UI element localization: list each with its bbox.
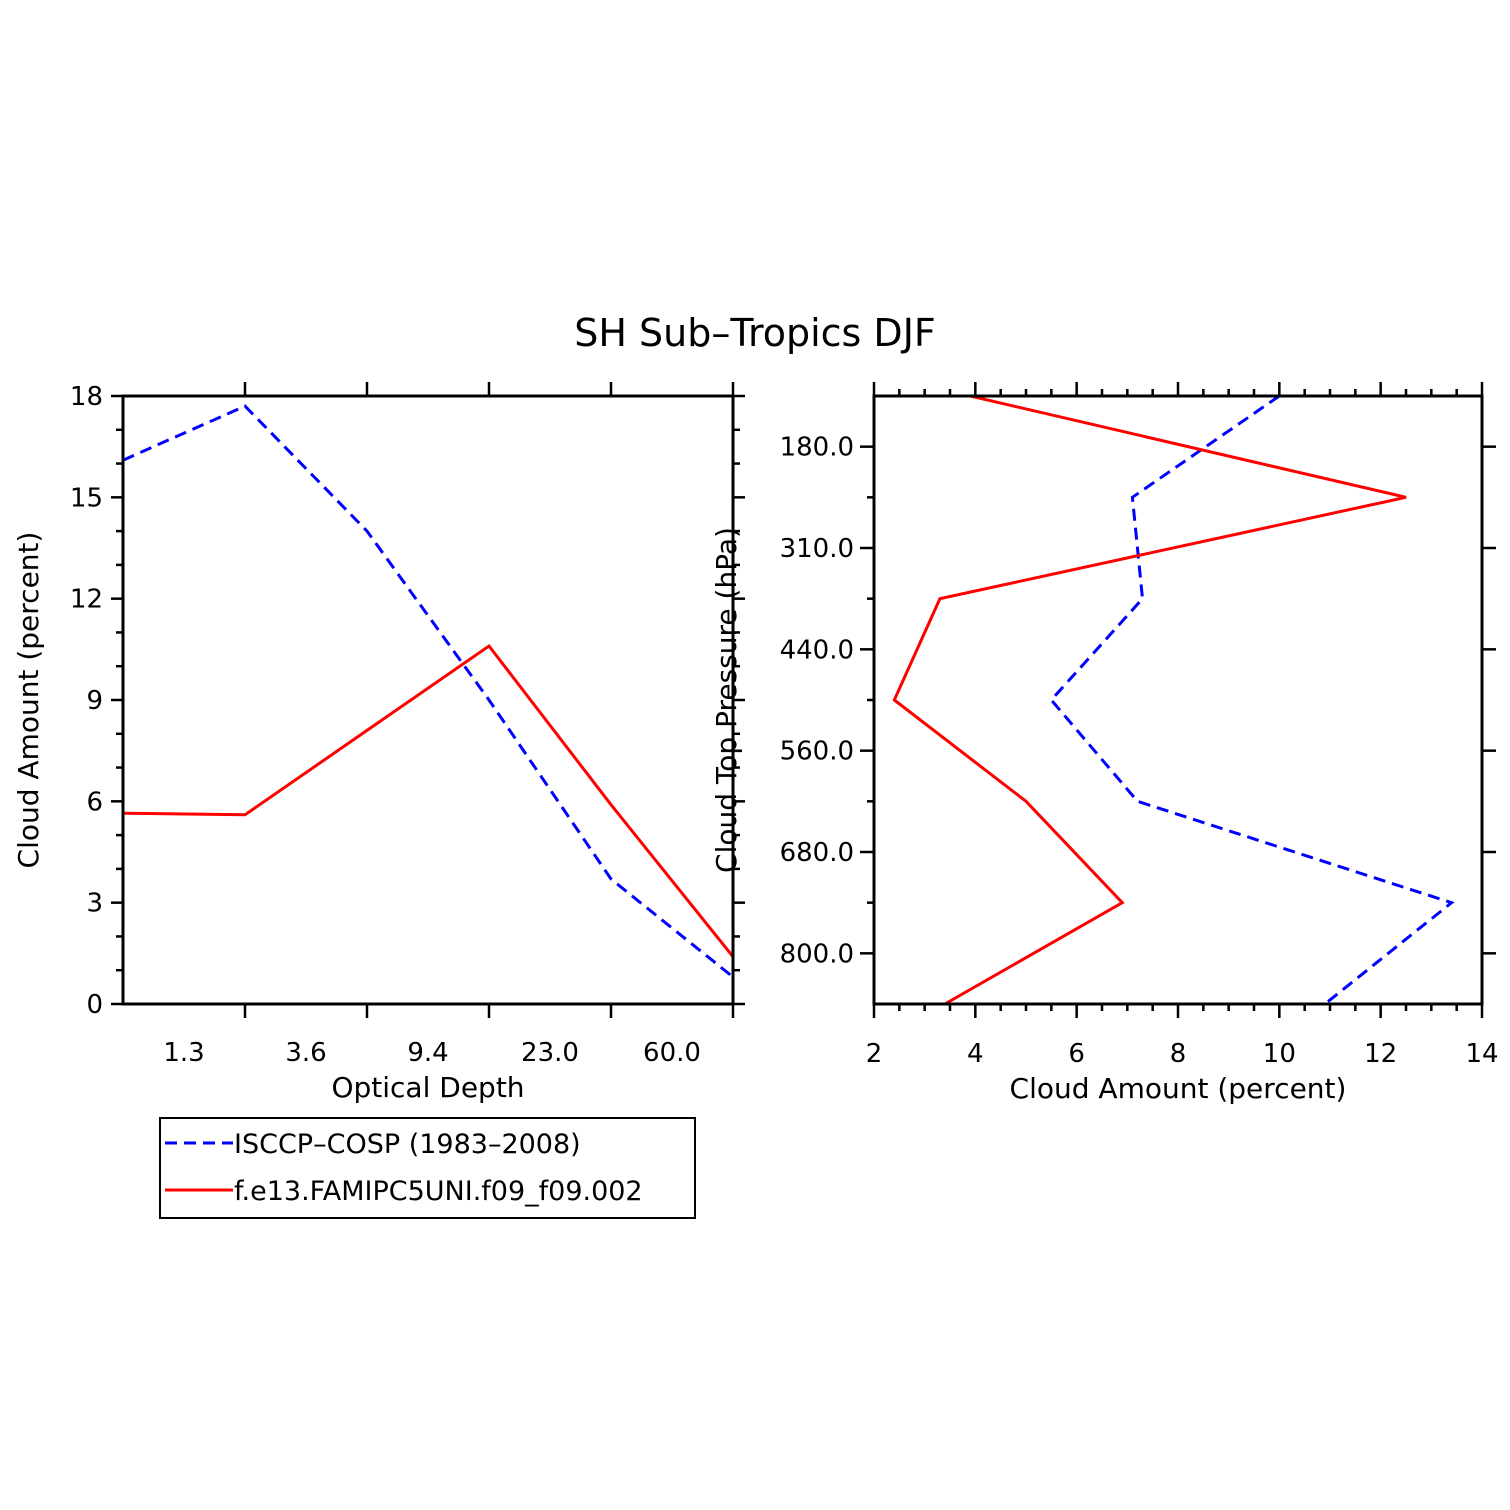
right-x-tick-label: 6 [1068,1039,1085,1069]
left-x-tick-label: 60.0 [643,1038,701,1068]
left-x-tick-label: 23.0 [521,1038,579,1068]
right-series-model [892,394,1407,1006]
right-x-tick-label: 4 [967,1039,984,1069]
left-y-tick-label: 18 [70,382,103,412]
right-panel-tick-labels: 2 4 6 8 10 12 14 180.0 310.0 440.0 560.0 680.0 800.0 [780,433,1499,1069]
left-y-tick-label: 6 [86,787,103,817]
right-x-tick-label: 12 [1364,1039,1397,1069]
left-x-tick-label: 9.4 [407,1038,448,1068]
right-y-tick-label: 440.0 [780,635,854,665]
right-y-tick-label: 560.0 [780,737,854,767]
legend-label-model: f.e13.FAMIPC5UNI.f09_f09.002 [234,1176,643,1207]
left-y-tick-label: 12 [70,585,103,615]
left-y-tick-label: 0 [86,990,103,1020]
left-series-isccp [122,404,734,979]
left-series-model [122,643,735,958]
chart-title: SH Sub–Tropics DJF [574,311,936,355]
left-y-tick-label: 3 [86,889,103,919]
right-x-tick-label: 2 [866,1039,883,1069]
legend-label-isccp: ISCCP–COSP (1983–2008) [234,1129,581,1160]
left-y-axis-label: Cloud Amount (percent) [12,532,45,869]
right-y-tick-label: 680.0 [780,838,854,868]
right-panel-series [892,394,1455,1006]
right-x-tick-label: 14 [1465,1039,1498,1069]
left-panel-tick-labels: 0 3 6 9 12 15 18 1.3 3.6 9.4 23.0 60.0 [70,382,701,1068]
right-y-tick-label: 180.0 [780,433,854,463]
right-x-tick-label: 10 [1263,1039,1296,1069]
legend: ISCCP–COSP (1983–2008) f.e13.FAMIPC5UNI.… [159,1117,696,1219]
right-series-isccp [1049,394,1455,1006]
legend-box [159,1117,696,1219]
right-y-tick-label: 800.0 [780,939,854,969]
pressure-panel: 2 4 6 8 10 12 14 180.0 310.0 440.0 560.0 680.0 800.0… [710,382,1499,1105]
optical-depth-panel: 0 3 6 9 12 15 18 1.3 3.6 9.4 23.0 60.0 Optical Dept… [12,382,745,1104]
left-y-tick-label: 15 [70,483,103,513]
left-x-tick-label: 3.6 [285,1038,326,1068]
right-x-tick-label: 8 [1170,1039,1187,1069]
right-plot-frame [872,394,1484,1006]
right-y-axis-label: Cloud Top Pressure (hPa) [710,527,743,873]
left-panel-ticks [111,382,745,1018]
right-y-tick-label: 310.0 [780,534,854,564]
left-x-axis-label: Optical Depth [331,1071,524,1104]
left-y-tick-label: 9 [86,686,103,716]
left-x-tick-label: 1.3 [163,1038,204,1068]
left-plot-frame [121,394,735,1006]
left-panel-series [122,404,735,979]
right-x-axis-label: Cloud Amount (percent) [1010,1072,1347,1105]
right-panel-ticks [860,382,1496,1018]
